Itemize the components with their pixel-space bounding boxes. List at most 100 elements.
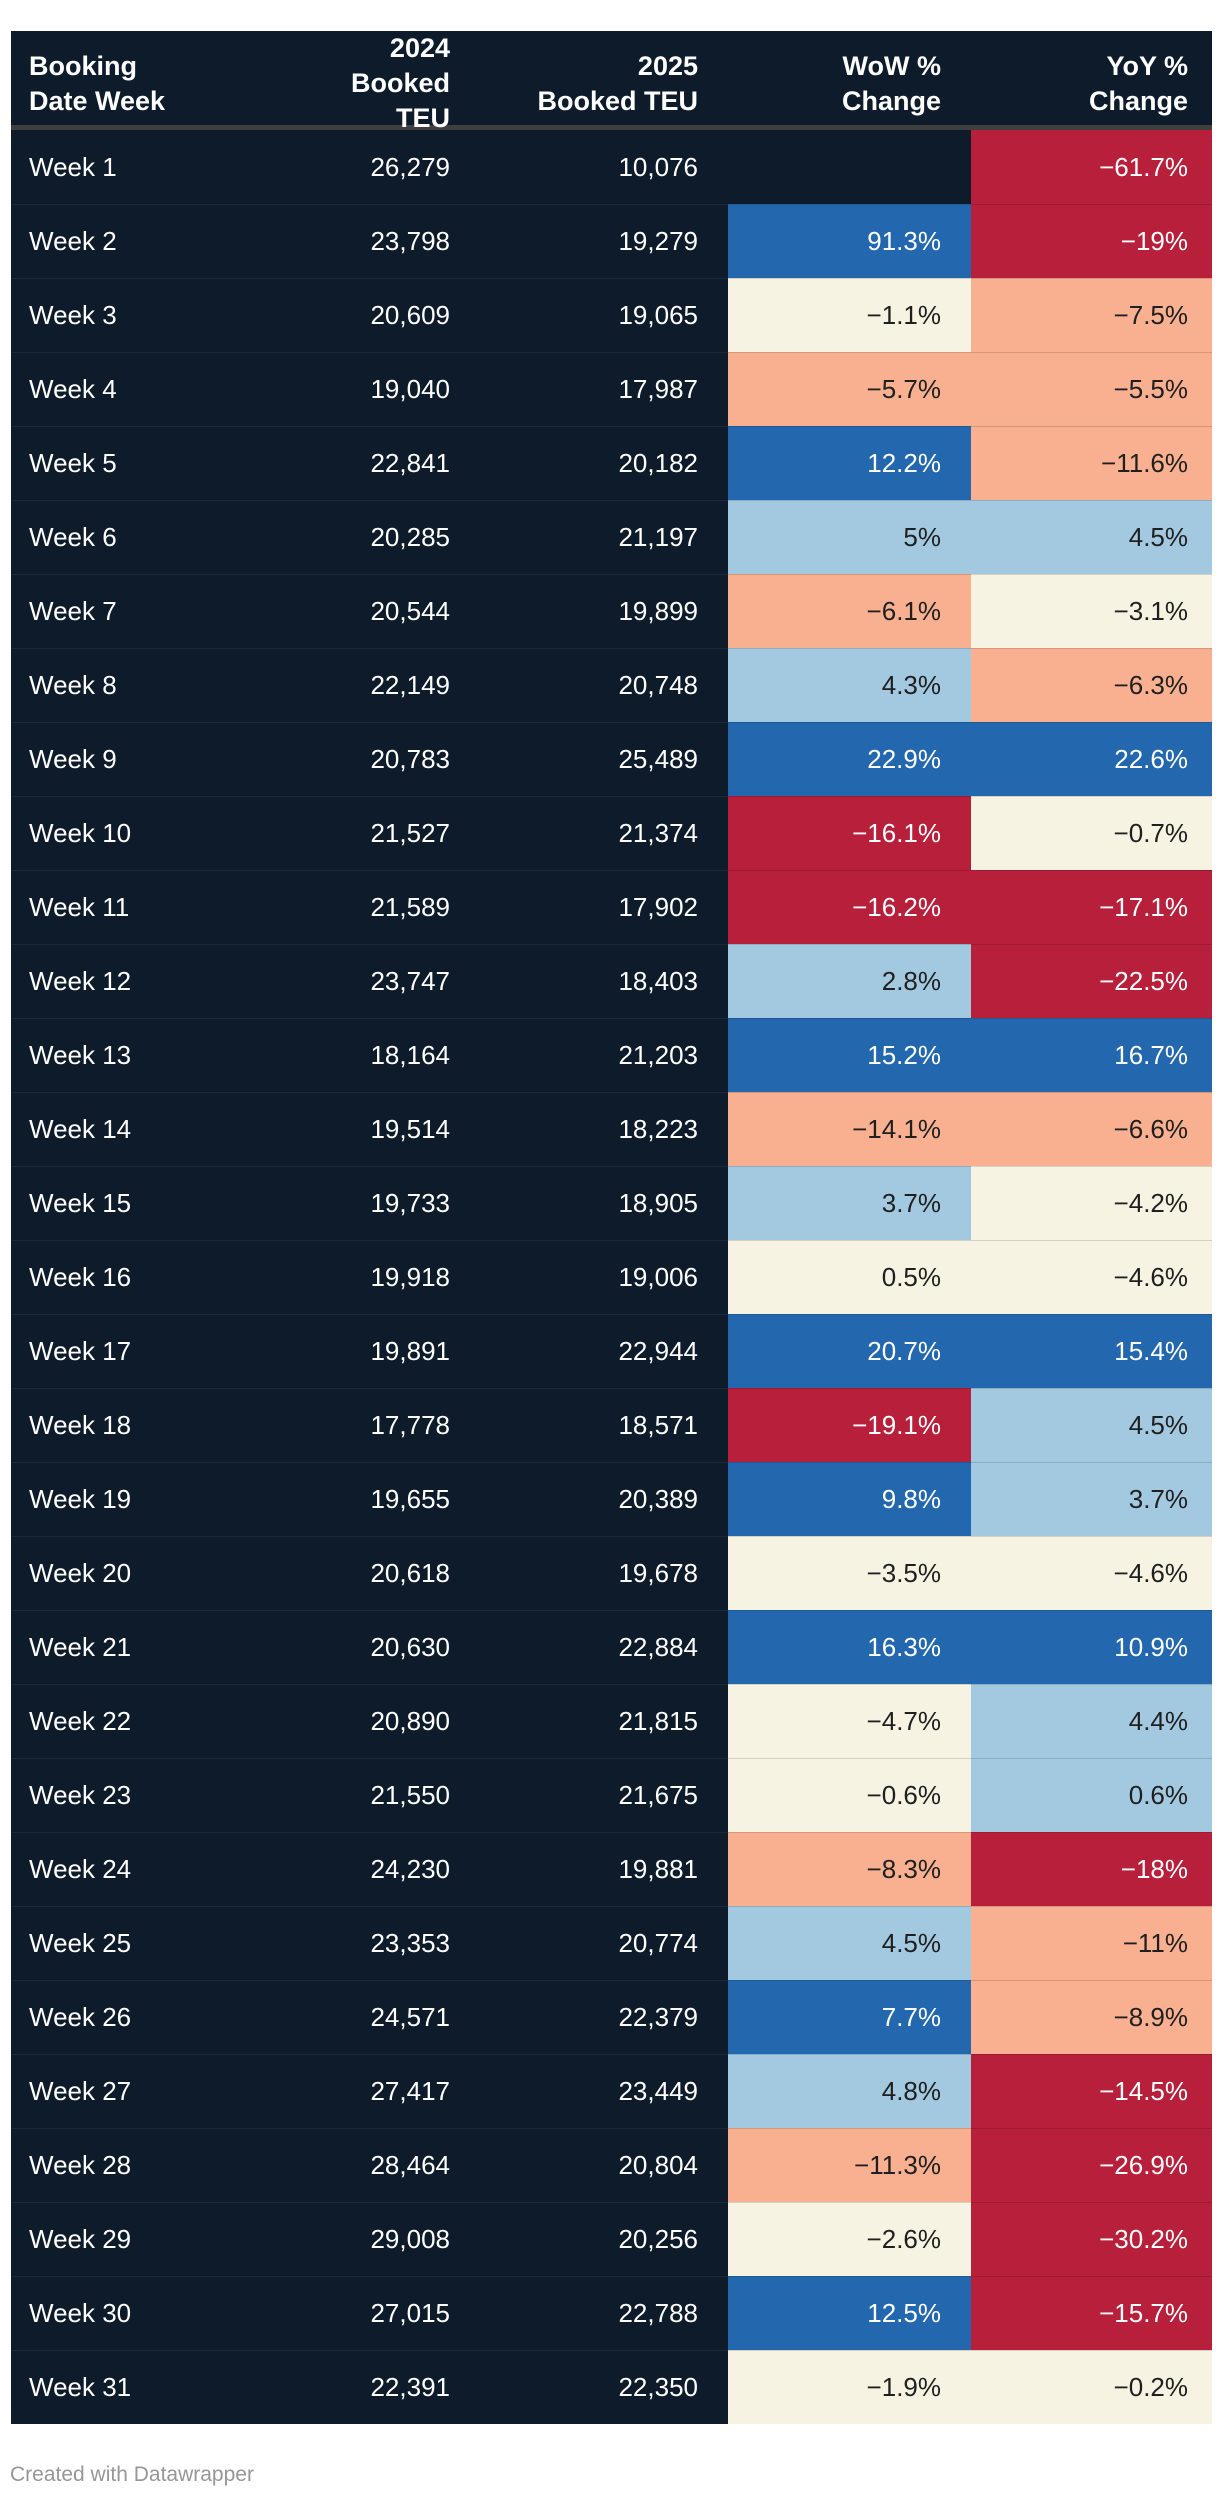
cell-week: Week 18 xyxy=(11,1388,301,1462)
cell-wow-change: 12.2% xyxy=(728,426,971,500)
cell-2024-teu: 20,609 xyxy=(301,278,480,352)
cell-week: Week 1 xyxy=(29,151,117,182)
cell-week: Week 21 xyxy=(11,1610,301,1684)
cell-wow-change: −3.5% xyxy=(728,1536,971,1610)
cell-2024-teu: 23,747 xyxy=(301,944,480,1018)
cell-2025-teu: 19,678 xyxy=(480,1536,728,1610)
cell-wow-change: 9.8% xyxy=(728,1462,971,1536)
cell-2024-teu: 20,544 xyxy=(301,574,480,648)
cell-2025-teu: 17,987 xyxy=(480,352,728,426)
cell-week: Week 8 xyxy=(11,648,301,722)
cell-week: Week 12 xyxy=(11,944,301,1018)
cell-2025-teu: 21,203 xyxy=(480,1018,728,1092)
cell-yoy-change: −6.6% xyxy=(971,1092,1212,1166)
cell-yoy-change: −6.3% xyxy=(971,648,1212,722)
cell-week: Week 29 xyxy=(11,2202,301,2276)
cell-week: Week 20 xyxy=(11,1536,301,1610)
cell-wow-change: 15.2% xyxy=(728,1018,971,1092)
table-row: Week 6 20,285 21,197 5% 4.5% xyxy=(11,500,1212,574)
cell-2024-teu: 22,391 xyxy=(301,2350,480,2424)
cell-yoy-change: −61.7% xyxy=(971,130,1212,204)
table-row: Week 31 22,391 22,350 −1.9% −0.2% xyxy=(11,2350,1212,2424)
booking-teu-table: Booking Date Week 2024 Booked TEU 2025 B… xyxy=(11,31,1212,2424)
cell-week: Week 10 xyxy=(11,796,301,870)
cell-week: Week 15 xyxy=(11,1166,301,1240)
cell-2024-teu: 21,589 xyxy=(301,870,480,944)
cell-wow-change: −2.6% xyxy=(728,2202,971,2276)
cell-week: Week 9 xyxy=(11,722,301,796)
cell-week: Week 7 xyxy=(11,574,301,648)
cell-2024-teu: 17,778 xyxy=(301,1388,480,1462)
table-row: Week 14 19,514 18,223 −14.1% −6.6% xyxy=(11,1092,1212,1166)
cell-2024-teu: 19,733 xyxy=(301,1166,480,1240)
cell-2025-teu: 21,197 xyxy=(480,500,728,574)
column-header-2024-booked-teu: 2024 Booked TEU xyxy=(350,33,450,133)
column-header-booking-date-week: Booking Date Week xyxy=(29,50,166,116)
cell-yoy-change: −3.1% xyxy=(971,574,1212,648)
cell-yoy-change: −14.5% xyxy=(971,2054,1212,2128)
cell-wow-change: 91.3% xyxy=(728,204,971,278)
cell-week: Week 24 xyxy=(11,1832,301,1906)
cell-yoy-change: −30.2% xyxy=(971,2202,1212,2276)
cell-wow-change: 7.7% xyxy=(728,1980,971,2054)
cell-week: Week 3 xyxy=(11,278,301,352)
table-row: Week 2 23,798 19,279 91.3% −19% xyxy=(11,204,1212,278)
cell-2025-teu: 22,944 xyxy=(480,1314,728,1388)
cell-2024-teu: 23,353 xyxy=(301,1906,480,1980)
cell-week: Week 17 xyxy=(11,1314,301,1388)
cell-yoy-change: −15.7% xyxy=(971,2276,1212,2350)
cell-week: Week 23 xyxy=(11,1758,301,1832)
cell-yoy-change: −0.2% xyxy=(971,2350,1212,2424)
cell-wow-change: −4.7% xyxy=(728,1684,971,1758)
cell-wow-change: 5% xyxy=(728,500,971,574)
cell-week: Week 11 xyxy=(11,870,301,944)
cell-wow-change: −6.1% xyxy=(728,574,971,648)
cell-2024-teu: 20,630 xyxy=(301,1610,480,1684)
cell-wow-change: −5.7% xyxy=(728,352,971,426)
datawrapper-credit-link[interactable]: Created with Datawrapper xyxy=(10,2463,254,2486)
table-row: Week 4 19,040 17,987 −5.7% −5.5% xyxy=(11,352,1212,426)
cell-week: Week 4 xyxy=(11,352,301,426)
column-header-wow-change: WoW % Change xyxy=(841,50,941,116)
cell-week: Week 25 xyxy=(11,1906,301,1980)
cell-yoy-change: −19% xyxy=(971,204,1212,278)
cell-2024-teu: 29,008 xyxy=(301,2202,480,2276)
cell-2025-teu: 19,006 xyxy=(480,1240,728,1314)
cell-wow-change: 4.3% xyxy=(728,648,971,722)
cell-2024-teu: 26,279 xyxy=(370,151,450,182)
cell-2025-teu: 22,350 xyxy=(480,2350,728,2424)
cell-2025-teu: 18,223 xyxy=(480,1092,728,1166)
cell-2025-teu: 21,815 xyxy=(480,1684,728,1758)
cell-2025-teu: 25,489 xyxy=(480,722,728,796)
cell-2025-teu: 20,256 xyxy=(480,2202,728,2276)
cell-week: Week 30 xyxy=(11,2276,301,2350)
cell-week: Week 28 xyxy=(11,2128,301,2202)
cell-yoy-change: 4.5% xyxy=(971,500,1212,574)
cell-yoy-change: −4.2% xyxy=(971,1166,1212,1240)
cell-week: Week 5 xyxy=(11,426,301,500)
cell-2025-teu: 20,804 xyxy=(480,2128,728,2202)
cell-2024-teu: 19,514 xyxy=(301,1092,480,1166)
cell-yoy-change: 0.6% xyxy=(971,1758,1212,1832)
table-row: Week 17 19,891 22,944 20.7% 15.4% xyxy=(11,1314,1212,1388)
cell-2024-teu: 22,149 xyxy=(301,648,480,722)
cell-2025-teu: 23,449 xyxy=(480,2054,728,2128)
cell-wow-change: −11.3% xyxy=(728,2128,971,2202)
table-row: Week 1 26,279 10,076 −61.7% xyxy=(11,130,1212,204)
cell-2024-teu: 23,798 xyxy=(301,204,480,278)
cell-week: Week 19 xyxy=(11,1462,301,1536)
cell-wow-change: 12.5% xyxy=(728,2276,971,2350)
cell-2025-teu: 19,065 xyxy=(480,278,728,352)
cell-week: Week 16 xyxy=(11,1240,301,1314)
cell-yoy-change: −11% xyxy=(971,1906,1212,1980)
cell-yoy-change: −18% xyxy=(971,1832,1212,1906)
cell-2024-teu: 20,618 xyxy=(301,1536,480,1610)
table-row: Week 10 21,527 21,374 −16.1% −0.7% xyxy=(11,796,1212,870)
table-row: Week 5 22,841 20,182 12.2% −11.6% xyxy=(11,426,1212,500)
cell-yoy-change: 10.9% xyxy=(971,1610,1212,1684)
cell-2025-teu: 21,374 xyxy=(480,796,728,870)
cell-wow-change: 4.8% xyxy=(728,2054,971,2128)
cell-2025-teu: 18,905 xyxy=(480,1166,728,1240)
cell-2025-teu: 20,748 xyxy=(480,648,728,722)
table-body: Week 1 26,279 10,076 −61.7% Week 2 23,79… xyxy=(11,130,1212,2424)
